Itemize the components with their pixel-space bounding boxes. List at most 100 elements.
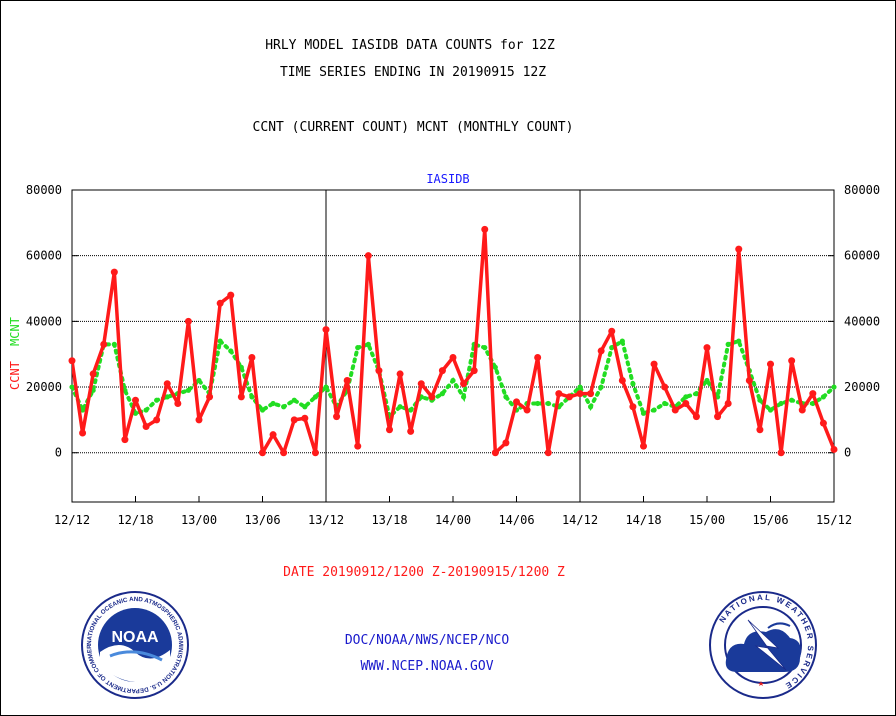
y-tick-label-left: 20000 <box>26 380 62 394</box>
x-tick-label: 14/18 <box>625 513 661 527</box>
x-tick-label: 14/06 <box>498 513 534 527</box>
point-mcnt <box>450 377 456 384</box>
point-mcnt <box>482 345 488 351</box>
point-mcnt <box>492 364 498 370</box>
point-ccnt <box>290 416 298 424</box>
nws-logo: NATIONAL WEATHER SERVICE <box>709 591 817 699</box>
point-ccnt <box>597 347 605 355</box>
point-mcnt <box>725 341 731 347</box>
point-ccnt <box>809 390 817 398</box>
point-mcnt <box>545 400 551 407</box>
date-range-label: DATE 20190912/1200 Z-20190915/1200 Z <box>283 565 565 580</box>
x-tick-label: 15/00 <box>689 513 725 527</box>
point-ccnt <box>322 326 330 334</box>
point-mcnt <box>302 404 308 410</box>
point-ccnt <box>745 376 753 384</box>
point-ccnt <box>354 442 362 450</box>
chart-legend-description: CCNT (CURRENT COUNT) MCNT (MONTHLY COUNT… <box>252 120 574 135</box>
point-mcnt <box>69 384 75 390</box>
point-mcnt <box>460 394 467 400</box>
point-mcnt <box>79 407 86 413</box>
point-ccnt <box>142 422 150 430</box>
y-axis-label-mcnt: MCNT <box>8 317 22 346</box>
point-mcnt <box>185 387 192 393</box>
point-ccnt <box>460 380 468 388</box>
x-tick-label: 13/18 <box>371 513 407 527</box>
y-axis-label-ccnt: CCNT <box>8 361 22 390</box>
point-ccnt <box>163 380 171 388</box>
url-link[interactable]: WWW.NCEP.NOAA.GOV <box>360 659 494 674</box>
point-ccnt <box>777 449 785 457</box>
point-ccnt <box>343 376 351 384</box>
point-mcnt <box>831 384 837 390</box>
point-mcnt <box>397 404 403 410</box>
point-mcnt <box>355 345 361 351</box>
y-tick-label-right: 40000 <box>844 314 880 328</box>
point-mcnt <box>259 407 266 413</box>
point-mcnt <box>704 377 710 384</box>
point-mcnt <box>217 338 223 344</box>
point-mcnt <box>503 394 509 400</box>
point-ccnt <box>502 439 510 447</box>
y-tick-label-left: 0 <box>55 446 62 460</box>
x-tick-label: 15/12 <box>816 513 852 527</box>
y-tick-label-left: 40000 <box>26 314 62 328</box>
x-tick-label: 13/06 <box>244 513 280 527</box>
point-ccnt <box>481 225 489 233</box>
point-ccnt <box>68 357 76 365</box>
point-ccnt <box>618 376 626 384</box>
point-mcnt <box>196 377 202 384</box>
x-tick-label: 12/12 <box>54 513 90 527</box>
point-mcnt <box>640 410 647 416</box>
y-tick-label-right: 20000 <box>844 380 880 394</box>
point-ccnt <box>259 449 266 457</box>
point-mcnt <box>228 348 234 354</box>
point-ccnt <box>311 449 319 457</box>
x-tick-label: 12/18 <box>117 513 153 527</box>
point-ccnt <box>788 357 796 365</box>
chart-title-line1: HRLY MODEL IASIDB DATA COUNTS for 12Z <box>265 38 555 53</box>
y-tick-label-right: 0 <box>844 446 851 460</box>
point-ccnt <box>110 268 118 276</box>
point-mcnt <box>693 391 700 397</box>
point-mcnt <box>767 407 774 413</box>
point-ccnt <box>756 426 764 434</box>
point-ccnt <box>555 390 563 398</box>
point-mcnt <box>577 384 583 390</box>
point-ccnt <box>513 398 520 406</box>
point-ccnt <box>470 367 478 375</box>
point-ccnt <box>714 413 722 421</box>
point-ccnt <box>692 413 700 421</box>
point-mcnt <box>291 397 297 403</box>
point-ccnt <box>216 299 224 307</box>
x-tick-label: 13/00 <box>181 513 217 527</box>
point-ccnt <box>671 406 679 414</box>
point-ccnt <box>438 367 446 375</box>
y-tick-label-left: 80000 <box>26 183 62 197</box>
point-ccnt <box>280 449 288 457</box>
point-mcnt <box>249 394 255 400</box>
point-mcnt <box>111 341 117 347</box>
point-mcnt <box>154 397 160 403</box>
point-ccnt <box>819 419 827 427</box>
point-mcnt <box>609 345 615 351</box>
point-ccnt <box>576 390 584 398</box>
point-ccnt <box>629 403 637 411</box>
point-ccnt <box>428 393 436 401</box>
point-mcnt <box>587 404 594 410</box>
point-ccnt <box>153 416 161 424</box>
point-ccnt <box>491 449 499 457</box>
point-ccnt <box>407 427 415 435</box>
point-ccnt <box>174 399 182 407</box>
point-ccnt <box>724 399 732 407</box>
y-tick-label-right: 60000 <box>844 249 880 263</box>
point-mcnt <box>323 384 329 390</box>
point-ccnt <box>798 406 806 414</box>
point-mcnt <box>408 407 414 413</box>
point-ccnt <box>608 327 616 335</box>
point-mcnt <box>820 394 827 400</box>
point-ccnt <box>534 353 542 361</box>
noaa-logo: NOAA NATIONAL OCEANIC AND ATMOSPHERIC AD… <box>80 590 189 699</box>
point-ccnt <box>364 252 372 260</box>
